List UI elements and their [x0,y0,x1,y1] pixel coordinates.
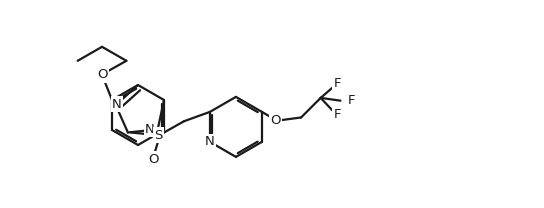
Text: N: N [145,123,154,136]
Text: O: O [97,68,107,81]
Text: F: F [333,108,341,121]
Text: F: F [333,77,341,90]
Text: O: O [149,153,159,166]
Text: H: H [157,127,164,137]
Text: N: N [112,98,121,111]
Text: F: F [348,94,355,107]
Text: O: O [270,114,281,127]
Text: S: S [154,129,163,142]
Text: N: N [205,135,215,148]
